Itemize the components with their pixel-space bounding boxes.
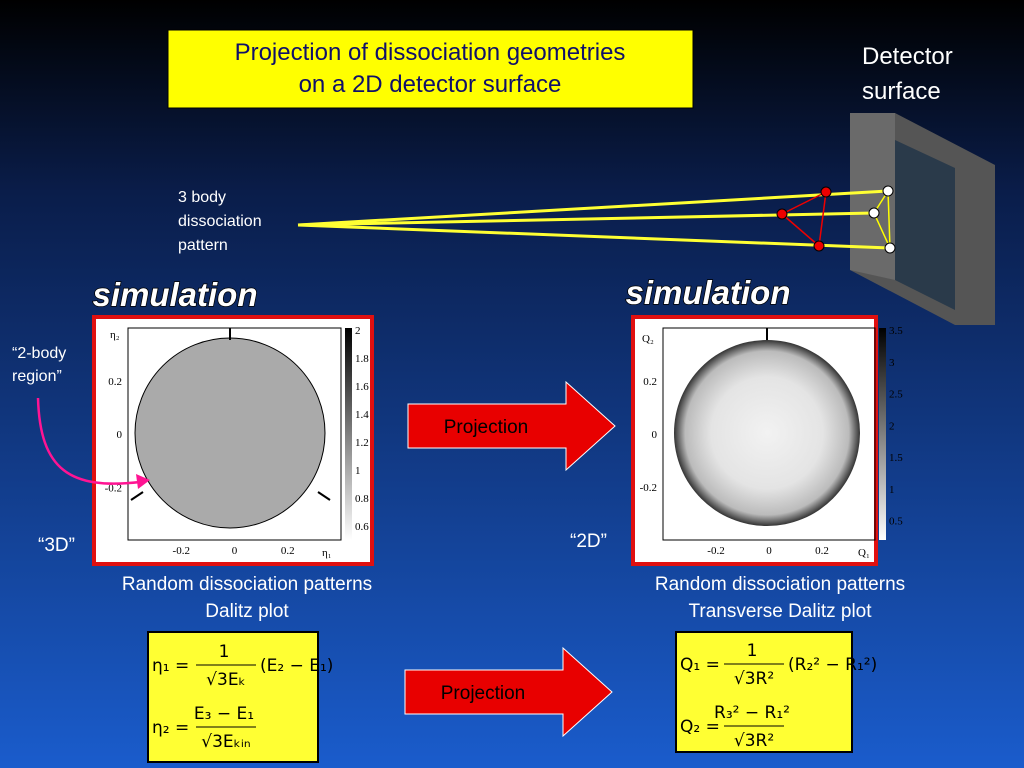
y-tick-label: -0.2: [640, 482, 657, 494]
formula-lhs: η₁ =: [152, 656, 189, 676]
right-ticks: 0.2 0 -0.2 -0.2 0 0.2 3.5 3 2.5 2 1.5 1 0.5: [640, 325, 904, 557]
fragments: [776, 185, 896, 254]
detector-window: [895, 140, 955, 310]
region-label: region”: [12, 368, 62, 385]
tag: “3D”: [38, 535, 75, 556]
colorbar-tick-label: 3.5: [889, 325, 903, 337]
formula-numerator: R₃² − R₁²: [714, 703, 790, 723]
x-tick-label: -0.2: [173, 545, 190, 557]
colorbar: [345, 328, 352, 540]
colorbar-tick-label: 2.5: [889, 389, 903, 401]
tag: “2D”: [570, 531, 607, 552]
caption: Transverse Dalitz plot: [688, 601, 872, 622]
formula-box: [675, 631, 853, 753]
x-tick-label: 0: [766, 545, 772, 557]
detector-label: surface: [862, 78, 941, 105]
x-tick-label: 0.2: [815, 545, 829, 557]
pattern-label: dissociation: [178, 213, 262, 230]
region-label: “2-body: [12, 345, 66, 362]
colorbar: [879, 328, 886, 540]
formula-box: [147, 631, 319, 763]
axis-label: Q₁: [858, 547, 870, 559]
caption: Random dissociation patterns: [122, 574, 372, 595]
arrow-label: Projection: [444, 417, 529, 438]
y-tick-label: -0.2: [105, 482, 122, 494]
x-tick-label: 0.2: [281, 545, 295, 557]
ray: [297, 223, 891, 250]
pointer: [317, 491, 331, 501]
formula-denominator: √3Eₖᵢₙ: [201, 732, 250, 752]
axis-label: η₁: [322, 547, 332, 559]
projection-arrow: [404, 646, 613, 738]
detector-face: [850, 113, 895, 280]
colorbar-tick-label: 3: [889, 357, 895, 369]
formula-denominator: √3R²: [734, 731, 774, 751]
formula-numerator: E₃ − E₁: [194, 704, 254, 724]
x-tick-label: 0: [232, 545, 238, 557]
title-line: on a 2D detector surface: [299, 71, 562, 98]
colorbar-tick-label: 0.6: [355, 521, 369, 533]
colorbar-tick-label: 2: [355, 325, 361, 337]
formula-denominator: √3R²: [734, 669, 774, 689]
caption: Dalitz plot: [205, 601, 289, 622]
pointer-head: [136, 474, 150, 489]
pointer-curve: [36, 397, 141, 485]
detector-label: Detector: [862, 43, 953, 70]
colorbar-tick-label: 1.8: [355, 353, 369, 365]
pattern-label: pattern: [178, 237, 228, 254]
pointer: [130, 491, 144, 501]
colorbar-tick-label: 1.4: [355, 409, 369, 421]
title-box: [167, 29, 694, 109]
colorbar-tick-label: 1: [889, 484, 895, 496]
formula-factor: (R₂² − R₁²): [788, 655, 877, 675]
dalitz-disc: [674, 340, 860, 526]
colorbar-tick-label: 1: [355, 465, 361, 477]
colorbar-tick-label: 0.5: [889, 516, 903, 528]
formulas: η₁ = 1 √3Eₖ (E₂ − E₁) η₂ =E₃ − E₁ √3Eₖᵢₙ Q₁ = 1…: [152, 641, 877, 752]
fragment: [776, 208, 788, 220]
colorbar-tick-label: 1.6: [355, 381, 369, 393]
colorbar-tick-label: 1.5: [889, 452, 903, 464]
formula-lhs: η₂ =: [152, 718, 189, 738]
fragment: [820, 186, 832, 198]
axis-label: η₂: [110, 329, 120, 341]
dalitz-disc: [134, 337, 326, 529]
hit: [884, 242, 896, 254]
formula-factor: (E₂ − E₁): [260, 656, 333, 676]
triangle-yellow: [873, 188, 891, 249]
colorbar-tick-label: 2: [889, 420, 895, 432]
hit: [868, 207, 880, 219]
plot-axes: [127, 327, 342, 541]
y-tick-label: 0: [652, 429, 658, 441]
caption: Random dissociation patterns: [655, 574, 905, 595]
ray: [297, 189, 889, 227]
heading: simulation: [625, 274, 790, 311]
y-tick-label: 0.2: [108, 376, 122, 388]
left-ticks: 0.2 0 -0.2 -0.2 0 0.2 2 1.8 1.6 1.4 1.2 1 0.8 0.6: [105, 325, 370, 557]
formula-numerator: 1: [747, 641, 758, 661]
projection-arrow: [407, 380, 616, 472]
formula-lhs: Q₁ =: [680, 655, 720, 675]
triangle-red: [780, 190, 827, 248]
fragment: [813, 240, 825, 252]
colorbar-tick-label: 0.8: [355, 493, 369, 505]
plot-axes: [662, 327, 876, 541]
hit: [882, 185, 894, 197]
formula-lhs: Q₂ =: [680, 717, 720, 737]
heading: simulation: [92, 276, 257, 313]
formula-numerator: 1: [219, 642, 230, 662]
x-tick-label: -0.2: [707, 545, 724, 557]
axis-label: Q₂: [642, 333, 654, 345]
pattern-label: 3 body: [178, 189, 226, 206]
y-tick-label: 0.2: [643, 376, 657, 388]
y-tick-label: 0: [117, 429, 123, 441]
colorbar-tick-label: 1.2: [355, 437, 369, 449]
arrow-label: Projection: [441, 683, 526, 704]
formula-denominator: √3Eₖ: [206, 670, 246, 690]
title-line: Projection of dissociation geometries: [235, 39, 626, 66]
